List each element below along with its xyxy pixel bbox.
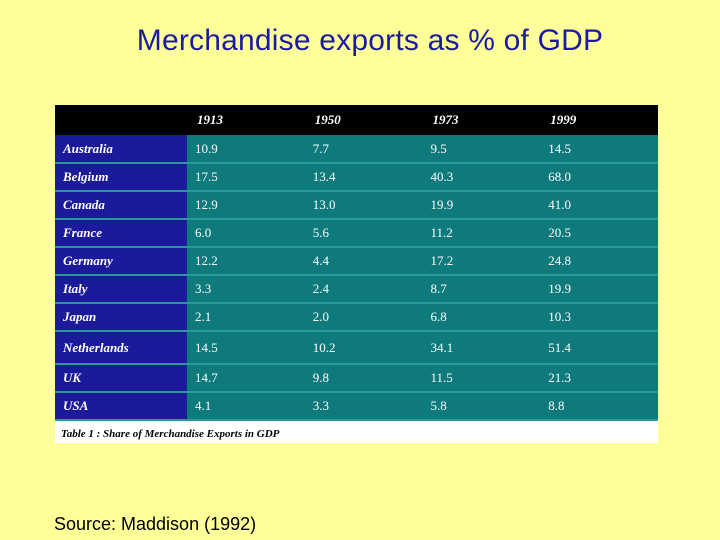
row-label: Italy (55, 275, 187, 304)
table-row: Italy 3.3 2.4 8.7 19.9 (55, 275, 658, 304)
table-row: Japan 2.1 2.0 6.8 10.3 (55, 303, 658, 332)
column-header: 1973 (422, 105, 541, 135)
row-label: Canada (55, 191, 187, 220)
table-cell: 3.3 (187, 275, 305, 304)
row-label: USA (55, 392, 187, 421)
table-cell: 9.5 (422, 135, 541, 164)
slide-title: Merchandise exports as % of GDP (136, 24, 604, 57)
table-cell: 6.0 (187, 219, 305, 248)
table-cell: 10.3 (540, 303, 658, 332)
table-row: Netherlands 14.5 10.2 34.1 51.4 (55, 331, 658, 365)
table-cell: 2.0 (304, 303, 423, 332)
table-caption: Table 1 : Share of Merchandise Exports i… (61, 428, 280, 440)
table-row: USA 4.1 3.3 5.8 8.8 (55, 392, 658, 421)
table-cell: 5.8 (422, 392, 541, 421)
row-label: Australia (55, 135, 187, 164)
table-cell: 2.4 (304, 275, 423, 304)
source-note: Source: Maddison (1992) (54, 514, 257, 534)
exports-table: 1913 1950 1973 1999 Australia 10.9 7.7 9.5 14.5 B… (55, 105, 658, 421)
column-header: 1950 (304, 105, 423, 135)
data-table-panel: 1913 1950 1973 1999 Australia 10.9 7.7 9.5 14.5 B… (55, 105, 658, 443)
table-cell: 11.2 (422, 219, 541, 248)
table-cell: 10.2 (304, 331, 423, 365)
table-cell: 11.5 (422, 364, 541, 393)
table-cell: 20.5 (540, 219, 658, 248)
table-cell: 14.7 (187, 364, 305, 393)
table-cell: 12.2 (187, 247, 305, 276)
table-cell: 68.0 (540, 163, 658, 192)
table-row: Belgium 17.5 13.4 40.3 68.0 (55, 163, 658, 192)
table-cell: 2.1 (187, 303, 305, 332)
table-cell: 34.1 (422, 331, 541, 365)
column-header: 1913 (187, 105, 305, 135)
table-cell: 19.9 (540, 275, 658, 304)
table-cell: 24.8 (540, 247, 658, 276)
header-row: 1913 1950 1973 1999 (55, 105, 658, 135)
table-cell: 21.3 (540, 364, 658, 393)
table-cell: 4.4 (304, 247, 423, 276)
column-header: 1999 (540, 105, 658, 135)
table-row: Canada 12.9 13.0 19.9 41.0 (55, 191, 658, 220)
table-cell: 4.1 (187, 392, 305, 421)
row-label: France (55, 219, 187, 248)
table-cell: 6.8 (422, 303, 541, 332)
table-cell: 3.3 (304, 392, 423, 421)
row-label: UK (55, 364, 187, 393)
table-cell: 19.9 (422, 191, 541, 220)
table-cell: 7.7 (304, 135, 423, 164)
table-row: UK 14.7 9.8 11.5 21.3 (55, 364, 658, 393)
table-cell: 8.7 (422, 275, 541, 304)
table-cell: 14.5 (187, 331, 305, 365)
table-row: Australia 10.9 7.7 9.5 14.5 (55, 135, 658, 164)
header-corner (55, 105, 187, 135)
table-cell: 40.3 (422, 163, 541, 192)
table-cell: 10.9 (187, 135, 305, 164)
table-cell: 17.2 (422, 247, 541, 276)
table-row: France 6.0 5.6 11.2 20.5 (55, 219, 658, 248)
table-cell: 13.4 (304, 163, 423, 192)
table-cell: 41.0 (540, 191, 658, 220)
table-cell: 5.6 (304, 219, 423, 248)
row-label: Netherlands (55, 331, 187, 365)
table-cell: 17.5 (187, 163, 305, 192)
row-label: Japan (55, 303, 187, 332)
table-cell: 9.8 (304, 364, 423, 393)
table-cell: 12.9 (187, 191, 305, 220)
table-cell: 13.0 (304, 191, 423, 220)
table-cell: 51.4 (540, 331, 658, 365)
row-label: Belgium (55, 163, 187, 192)
table-cell: 8.8 (540, 392, 658, 421)
table-row: Germany 12.2 4.4 17.2 24.8 (55, 247, 658, 276)
table-cell: 14.5 (540, 135, 658, 164)
row-label: Germany (55, 247, 187, 276)
